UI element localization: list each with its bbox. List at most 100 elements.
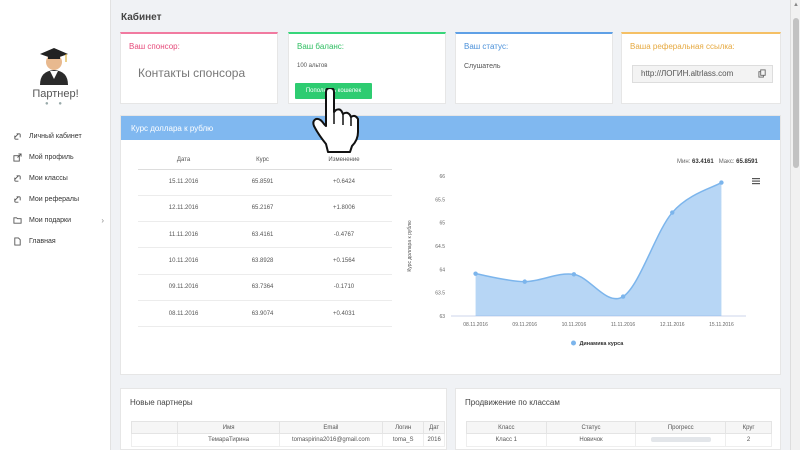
class-round: 2: [725, 433, 772, 447]
cell-rate: 63.4161: [229, 221, 296, 249]
data-point[interactable]: [522, 279, 527, 284]
series-area: [475, 182, 722, 316]
y-tick-label: 65.5: [435, 197, 445, 203]
cell-rate: 65.8591: [229, 169, 296, 196]
copy-icon[interactable]: [758, 69, 767, 78]
sponsor-contacts-link[interactable]: Контакты спонсора: [138, 66, 246, 80]
cell-rate: 65.2167: [229, 195, 296, 223]
partner-date: 2016: [423, 433, 445, 447]
x-tick-label: 15.11.2016: [709, 322, 734, 328]
rate-chart: 63 63.5 64 64.5 65 65.5 66 Курс доллара к рублю…: [407, 174, 746, 347]
link-icon: [12, 132, 22, 142]
status-card: Ваш статус: Слушатель: [455, 32, 613, 104]
hand-pointer-icon: [312, 88, 359, 153]
rate-table: Дата Курс Изменение 15.11.2016 65.8591 +0.…: [138, 152, 392, 328]
cell-change: -0.1710: [295, 274, 392, 301]
max-label: Макс:: [718, 159, 735, 165]
class-progress-panel: Продвижение по классам Класс Статус Прог…: [455, 388, 781, 450]
sidebar-item-label: Главная: [29, 238, 56, 245]
x-tick-label: 08.11.2016: [463, 322, 488, 328]
cell-date: 10.11.2016: [138, 247, 230, 275]
partner-email: tomaspirina2016@gmail.com: [278, 433, 384, 447]
y-tick-label: 65: [439, 221, 445, 227]
data-point[interactable]: [620, 294, 626, 299]
x-tick-label: 11.11.2016: [611, 322, 636, 328]
y-axis-label: Курс доллара к рублю: [407, 220, 413, 272]
column-header-change: Изменение: [295, 152, 392, 170]
cell-change: +0.4031: [295, 300, 392, 328]
status-value: Слушатель: [464, 63, 501, 70]
sidebar-item-referrals[interactable]: Мои рефералы: [0, 189, 111, 210]
cell-change: +0.6424: [295, 169, 392, 196]
sidebar-item-profile[interactable]: Мой профиль: [0, 147, 111, 168]
table-row: 15.11.2016 65.8591 +0.6424: [138, 169, 392, 196]
class-progress-bar: [635, 433, 727, 447]
cell-date: 15.11.2016: [138, 169, 230, 196]
table-row: 11.11.2016 63.4161 -0.4767: [138, 221, 392, 249]
partner-login: toma_S: [381, 433, 425, 447]
data-point[interactable]: [473, 271, 478, 276]
link-icon: [12, 195, 22, 205]
x-tick-label: 09.11.2016: [512, 322, 537, 328]
scrollbar-thumb[interactable]: [793, 18, 799, 168]
cell-rate: 63.7364: [229, 274, 296, 301]
referral-link-text: http://ЛОГИН.altrlass.com: [641, 69, 734, 78]
sponsor-card: Ваш спонсор: Контакты спонсора: [120, 32, 278, 104]
scroll-up-icon[interactable]: ▲: [793, 2, 799, 8]
sidebar-item-gifts[interactable]: Мои подарки ›: [0, 210, 111, 231]
new-partners-title: Новые партнеры: [130, 398, 193, 407]
sidebar-item-home[interactable]: Главная: [0, 231, 111, 252]
sidebar-item-label: Мой профиль: [29, 154, 74, 161]
balance-card: Ваш баланс: 100 альтов Пополнить кошелек: [288, 32, 446, 104]
avatar-icon: [40, 48, 68, 85]
sidebar-item-cabinet[interactable]: Личный кабинет: [0, 126, 111, 147]
column-header-rate: Курс: [229, 152, 296, 170]
sidebar-item-label: Мои классы: [29, 175, 68, 182]
sidebar-item-classes[interactable]: Мои классы: [0, 168, 111, 189]
legend-marker[interactable]: [571, 340, 576, 346]
page-scrollbar[interactable]: ▲: [790, 0, 800, 450]
sidebar-menu: Личный кабинет Мой профиль Мои классы Мо…: [0, 126, 111, 252]
new-partners-panel: Новые партнеры Имя Email Логин Дат Темар…: [120, 388, 447, 450]
referral-link-field[interactable]: http://ЛОГИН.altrlass.com: [632, 65, 773, 83]
balance-value: 100 альтов: [297, 63, 328, 69]
partner-title: Партнер!: [32, 88, 79, 100]
y-tick-label: 63: [439, 314, 445, 320]
referral-card: Ваша реферальная ссылка: http://ЛОГИН.al…: [621, 32, 781, 104]
class-status: Новичок: [545, 433, 637, 447]
link-icon: [12, 174, 22, 184]
table-row: 12.11.2016 65.2167 +1.8006: [138, 195, 392, 223]
partner-avatar: [130, 433, 179, 447]
cell-change: +1.8006: [295, 195, 392, 223]
data-point[interactable]: [719, 180, 724, 185]
legend-label[interactable]: Динамика курса: [580, 341, 625, 347]
data-point[interactable]: [571, 272, 577, 277]
rate-panel-title: Курс доллара к рублю: [121, 116, 780, 140]
table-row: 08.11.2016 63.9074 +0.4031: [138, 300, 392, 328]
cell-rate: 63.8928: [229, 247, 296, 275]
balance-label: Ваш баланс:: [297, 42, 345, 51]
class-progress-title: Продвижение по классам: [465, 398, 560, 407]
x-tick-label: 12.11.2016: [660, 322, 685, 328]
column-header-class: Класс: [466, 421, 547, 434]
cell-date: 08.11.2016: [138, 300, 230, 328]
min-value: 63.4161: [692, 159, 714, 165]
column-header-date: Дата: [138, 152, 230, 170]
table-row: Класс 1 Новичок 2: [466, 433, 772, 447]
chevron-right-icon: ›: [101, 216, 104, 225]
cell-change: +0.1564: [295, 247, 392, 275]
sidebar-item-label: Личный кабинет: [29, 133, 82, 140]
data-point[interactable]: [670, 210, 675, 215]
class-name: Класс 1: [466, 433, 547, 447]
cell-date: 11.11.2016: [138, 221, 230, 249]
progress-table: Класс Статус Прогресс Круг Класс 1 Нович…: [466, 421, 772, 447]
y-tick-label: 66: [439, 174, 445, 180]
column-header-date: Дат: [423, 421, 445, 434]
column-header-round: Круг: [725, 421, 772, 434]
table-row: 10.11.2016 63.8928 +0.1564: [138, 247, 392, 275]
status-label: Ваш статус:: [464, 42, 509, 51]
file-icon: [12, 237, 22, 247]
external-link-icon: [12, 153, 22, 163]
column-header-status: Статус: [545, 421, 637, 434]
chart-menu-icon[interactable]: [752, 177, 760, 185]
